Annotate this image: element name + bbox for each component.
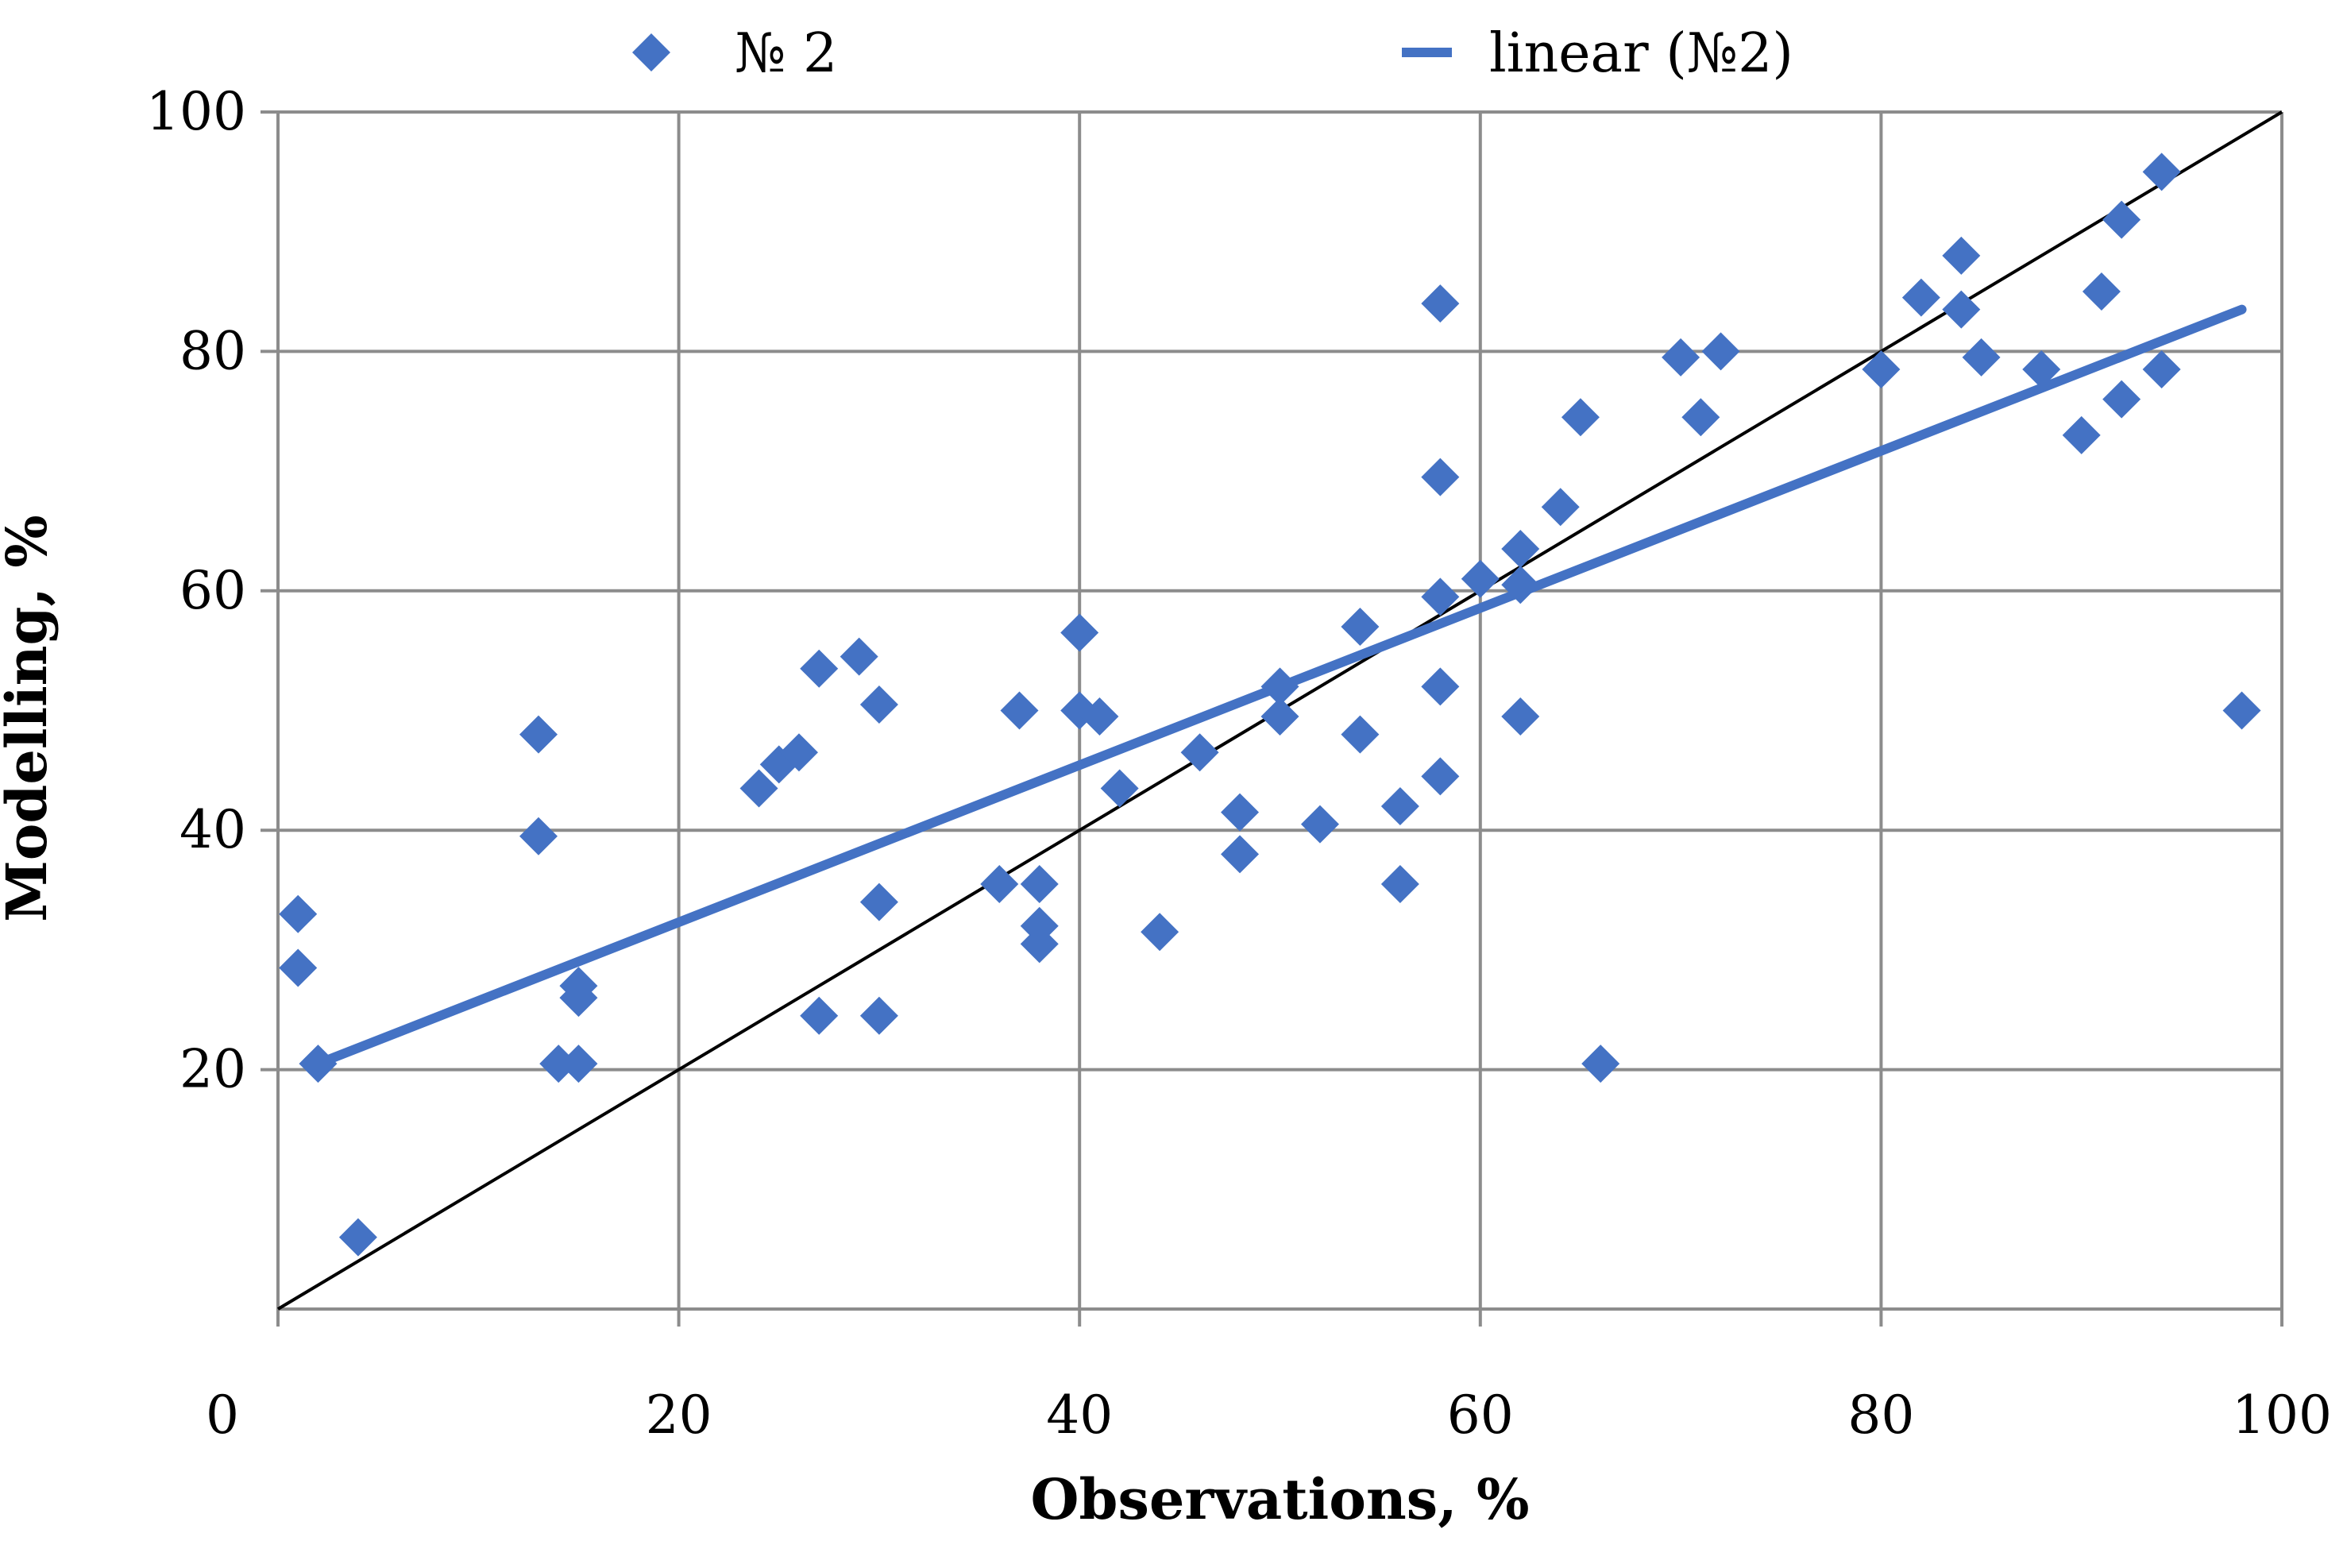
data-point — [800, 649, 839, 688]
data-point — [1221, 835, 1260, 874]
data-point — [1681, 398, 1720, 437]
data-point — [1020, 865, 1059, 904]
data-point — [1100, 769, 1139, 808]
data-point — [279, 948, 318, 987]
data-point — [2022, 350, 2061, 389]
data-point — [1701, 332, 1740, 371]
data-point — [1300, 805, 1339, 844]
data-point — [1020, 925, 1059, 964]
data-point — [1260, 697, 1299, 736]
x-tick-label: 40 — [1046, 1385, 1113, 1446]
data-point — [1341, 608, 1380, 647]
data-point — [279, 894, 318, 933]
y-tick-label: 100 — [146, 81, 246, 142]
data-point — [1000, 691, 1039, 730]
data-point — [1060, 613, 1099, 652]
data-point — [1862, 350, 1901, 389]
y-tick-label: 80 — [179, 320, 246, 381]
y-axis-title: Modelling, % — [0, 515, 60, 922]
x-tick-label: 100 — [2232, 1385, 2332, 1446]
data-point — [739, 769, 778, 808]
data-point — [1501, 697, 1540, 736]
data-point — [1501, 530, 1540, 569]
y-tick-label: 20 — [179, 1039, 246, 1100]
data-point — [1421, 577, 1460, 616]
data-point — [800, 996, 839, 1035]
data-point — [1380, 865, 1419, 904]
data-point — [338, 1218, 377, 1257]
data-point — [2102, 200, 2141, 239]
grid-layer — [276, 110, 2283, 1309]
x-axis-title: Observations, % — [1031, 1466, 1530, 1532]
data-point — [2062, 415, 2101, 454]
data-point — [1942, 290, 1981, 329]
data-point — [1341, 715, 1380, 754]
legend-label-trend: linear (№2) — [1489, 22, 1793, 85]
data-point — [1962, 338, 2001, 377]
data-point — [559, 979, 598, 1018]
data-point — [1581, 1045, 1620, 1083]
data-point — [2142, 350, 2181, 389]
data-point — [1541, 488, 1580, 527]
data-point — [1461, 559, 1500, 598]
x-tick-label: 20 — [646, 1385, 712, 1446]
data-point — [1901, 278, 1940, 317]
data-point — [1380, 787, 1419, 826]
data-point — [859, 882, 898, 921]
data-point — [1421, 458, 1460, 496]
data-point — [1421, 757, 1460, 796]
data-point — [1561, 398, 1600, 437]
data-point — [1141, 913, 1179, 952]
x-tick-label: 0 — [206, 1385, 239, 1446]
data-point — [840, 637, 878, 676]
data-point — [519, 715, 558, 754]
data-point — [519, 817, 558, 855]
data-point — [1421, 284, 1460, 323]
data-point — [559, 1045, 598, 1083]
x-tick-label: 60 — [1447, 1385, 1514, 1446]
data-point — [2142, 153, 2181, 191]
data-point — [1662, 338, 1700, 377]
legend-marker-diamond — [632, 33, 670, 71]
data-point — [1221, 793, 1260, 832]
data-point — [1421, 667, 1460, 706]
data-point — [539, 1045, 578, 1083]
axis-layer — [261, 110, 2283, 1327]
y-tick-label: 40 — [179, 799, 246, 860]
data-point — [1501, 566, 1540, 604]
legend: № 2 linear (№2) — [632, 22, 1793, 85]
data-point — [859, 996, 898, 1035]
point-layer — [279, 153, 2261, 1257]
data-point — [1180, 733, 1219, 772]
data-point — [779, 733, 818, 772]
legend-label-series: № 2 — [735, 22, 837, 85]
data-point — [1080, 697, 1119, 736]
data-point — [2082, 272, 2121, 311]
data-point — [859, 685, 898, 724]
data-point — [2222, 691, 2261, 730]
data-point — [299, 1045, 338, 1083]
data-point — [1942, 236, 1981, 275]
data-point — [980, 865, 1019, 904]
x-tick-label: 80 — [1847, 1385, 1914, 1446]
data-point — [2102, 380, 2141, 419]
label-layer: 0 20 40 60 80 100 20 40 60 80 100 Observations, % Mo… — [0, 81, 2332, 1532]
y-tick-label: 60 — [179, 560, 246, 621]
data-point — [1260, 667, 1299, 706]
